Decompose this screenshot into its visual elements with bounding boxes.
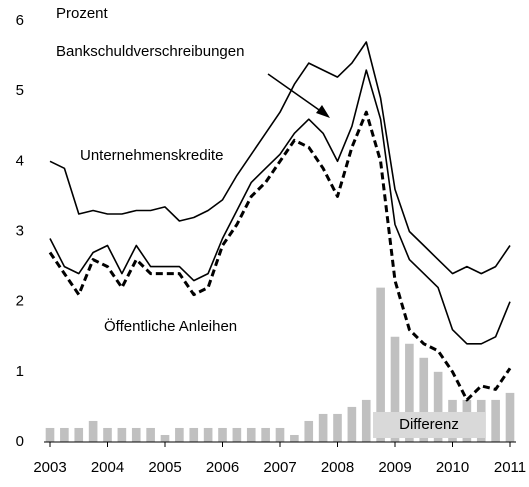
x-tick-label: 2008 xyxy=(321,459,354,476)
arrow-head xyxy=(316,105,330,118)
x-tick-label: 2004 xyxy=(91,459,124,476)
bar xyxy=(361,399,371,442)
bar xyxy=(175,427,184,442)
bar xyxy=(333,413,342,442)
series-label: Bankschuldverschreibungen xyxy=(56,43,244,60)
x-tick-label: 2005 xyxy=(148,459,181,476)
series-label: Öffentliche Anleihen xyxy=(104,317,237,335)
arrow-line xyxy=(267,73,323,113)
bar xyxy=(419,357,429,442)
y-tick-label: 4 xyxy=(16,152,24,169)
y-tick-label: 0 xyxy=(16,433,24,450)
bar xyxy=(390,336,400,442)
label-box xyxy=(373,412,485,438)
bar xyxy=(505,392,515,442)
y-tick-label: 5 xyxy=(16,82,24,99)
bar xyxy=(74,427,84,442)
bar xyxy=(117,427,127,442)
bar xyxy=(290,434,299,442)
series-label: Differenz xyxy=(399,416,459,433)
line xyxy=(48,110,512,402)
x-tick-label: 2003 xyxy=(33,459,66,476)
bar xyxy=(246,427,256,442)
bar xyxy=(203,427,213,442)
bar xyxy=(376,287,385,442)
y-tick-label: 2 xyxy=(16,293,24,310)
x-tick-label: 2011 xyxy=(494,459,526,476)
bar xyxy=(347,406,357,442)
bar xyxy=(318,413,328,442)
y-tick-label: 1 xyxy=(16,363,24,380)
x-tick-label: 2009 xyxy=(378,459,411,476)
bar xyxy=(189,427,199,442)
x-tick-label: 2006 xyxy=(206,459,239,476)
bar xyxy=(405,343,414,442)
x-tick-label: 2007 xyxy=(263,459,296,476)
line xyxy=(49,69,511,345)
bar xyxy=(45,427,55,442)
bar xyxy=(218,427,227,442)
bar xyxy=(261,427,270,442)
y-tick-label: 6 xyxy=(16,12,24,29)
bar xyxy=(146,427,155,442)
bar xyxy=(160,434,170,442)
bar xyxy=(232,427,242,442)
y-tick-label: 3 xyxy=(16,222,24,239)
x-tick-label: 2010 xyxy=(436,459,469,476)
bar xyxy=(60,427,69,442)
bar xyxy=(103,427,112,442)
bar xyxy=(304,420,314,442)
bar xyxy=(433,371,443,442)
line xyxy=(49,41,511,275)
series-label: Unternehmenskredite xyxy=(80,147,223,164)
bar xyxy=(275,427,285,442)
bar xyxy=(88,420,98,442)
y-axis-label: Prozent xyxy=(56,5,109,22)
bar xyxy=(131,427,141,442)
bar xyxy=(491,399,500,442)
